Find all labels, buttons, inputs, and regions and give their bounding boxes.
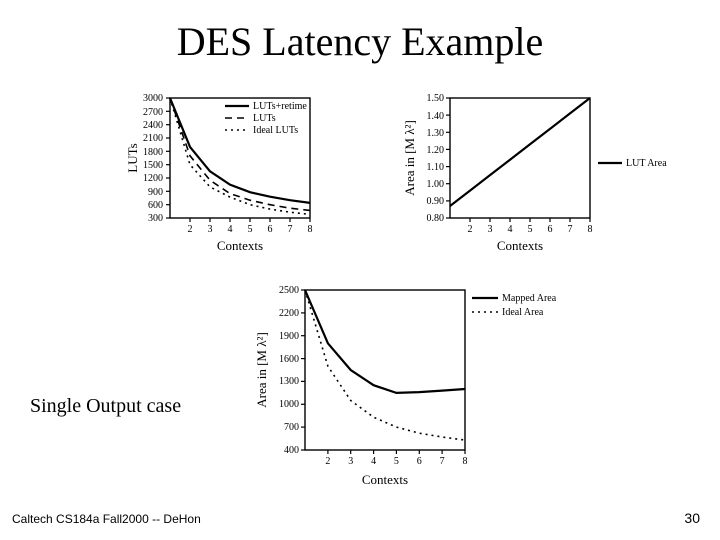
xtick: 8 [308,224,313,235]
xlabel: Contexts [217,238,263,253]
ytick: 1500 [143,160,163,171]
ytick: 1600 [279,354,299,365]
ytick: 1.50 [427,93,445,104]
xtick: 7 [568,224,573,235]
xtick: 4 [508,224,513,235]
chart-luts: 300 600 900 1200 1500 1800 2100 2400 270… [125,88,375,268]
chart-lutarea: 0.80 0.90 1.00 1.10 1.20 1.30 1.40 1.50 … [400,88,690,268]
xtick: 8 [463,456,468,467]
xlabel: Contexts [497,238,543,253]
chart-lutarea-svg: 0.80 0.90 1.00 1.10 1.20 1.30 1.40 1.50 … [400,88,690,268]
xtick: 5 [394,456,399,467]
ytick: 2500 [279,285,299,296]
xlabel: Contexts [362,472,408,487]
ytick: 1200 [143,173,163,184]
xtick: 7 [288,224,293,235]
xtick: 2 [188,224,193,235]
ytick: 1.30 [427,128,445,139]
ytick: 2400 [143,120,163,131]
ytick: 1.20 [427,145,445,156]
xtick: 3 [488,224,493,235]
xtick: 4 [371,456,376,467]
xtick: 8 [588,224,593,235]
xtick: 6 [548,224,553,235]
ylabel: Area in [M λ²] [254,332,269,408]
ytick: 2700 [143,107,163,118]
legend-item: Mapped Area [502,293,557,304]
xtick: 4 [228,224,233,235]
page-title: DES Latency Example [0,18,720,65]
chart-mapped-svg: 400 700 1000 1300 1600 1900 2200 2500 2 … [250,280,580,500]
ytick: 1.40 [427,111,445,122]
ytick: 1.10 [427,162,445,173]
ylabel: Area in [M λ²] [402,120,417,196]
ytick: 1900 [279,331,299,342]
xtick: 5 [248,224,253,235]
ytick: 1000 [279,399,299,410]
ytick: 3000 [143,93,163,104]
xtick: 2 [468,224,473,235]
subtitle: Single Output case [30,395,181,418]
ytick: 1800 [143,147,163,158]
xtick: 6 [268,224,273,235]
footer-text: Caltech CS184a Fall2000 -- DeHon [12,512,201,526]
chart-mapped: 400 700 1000 1300 1600 1900 2200 2500 2 … [250,280,580,500]
xtick: 3 [208,224,213,235]
legend: Mapped Area Ideal Area [472,293,557,318]
ytick: 0.80 [427,213,445,224]
xtick: 6 [417,456,422,467]
ytick: 2200 [279,308,299,319]
ytick: 1.00 [427,179,445,190]
legend: LUT Area [598,158,667,169]
legend-item: LUTs+retime [253,101,307,112]
xtick: 7 [440,456,445,467]
ytick: 400 [284,445,299,456]
ytick: 300 [148,213,163,224]
legend-item: Ideal Area [502,307,544,318]
slide: DES Latency Example 300 600 900 1200 150… [0,0,720,540]
legend-item: LUT Area [626,158,667,169]
legend-item: Ideal LUTs [253,125,298,136]
ytick: 700 [284,422,299,433]
xtick: 3 [348,456,353,467]
page-number: 30 [684,510,700,526]
ytick: 0.90 [427,196,445,207]
legend: LUTs+retime LUTs Ideal LUTs [225,101,307,136]
ytick: 600 [148,200,163,211]
xtick: 2 [325,456,330,467]
ytick: 1300 [279,376,299,387]
ylabel: LUTs [125,143,140,172]
chart-luts-svg: 300 600 900 1200 1500 1800 2100 2400 270… [125,88,375,268]
legend-item: LUTs [253,113,276,124]
xtick: 5 [528,224,533,235]
ytick: 900 [148,187,163,198]
ytick: 2100 [143,133,163,144]
